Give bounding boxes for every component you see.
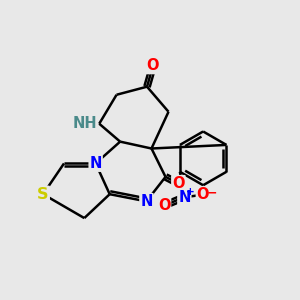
Text: −: − bbox=[207, 187, 217, 200]
Text: O: O bbox=[147, 58, 159, 73]
Text: O: O bbox=[158, 198, 170, 213]
Text: O: O bbox=[172, 176, 184, 191]
Text: N: N bbox=[89, 156, 102, 171]
Text: N: N bbox=[140, 194, 153, 209]
Text: NH: NH bbox=[72, 116, 97, 131]
Text: +: + bbox=[186, 187, 195, 197]
Text: O: O bbox=[196, 187, 209, 202]
Text: S: S bbox=[37, 187, 49, 202]
Text: N: N bbox=[178, 190, 190, 205]
